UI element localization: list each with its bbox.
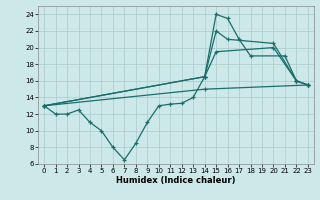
X-axis label: Humidex (Indice chaleur): Humidex (Indice chaleur)	[116, 176, 236, 185]
